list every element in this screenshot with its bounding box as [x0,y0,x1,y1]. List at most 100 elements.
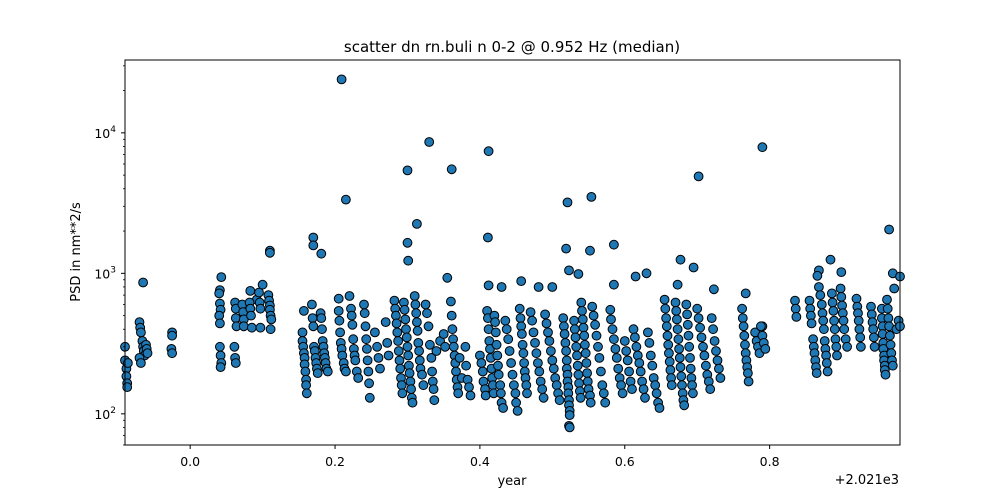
y-tick-label: 102 [94,406,116,422]
data-point [564,265,574,276]
data-point [688,388,698,399]
data-point [420,299,431,310]
data-point [136,327,146,338]
data-point [634,358,645,368]
x-axis-offset-label: +2.021e3 [835,473,899,488]
chart-title: scatter dn rn.buli n 0-2 @ 0.952 Hz (med… [344,38,680,56]
y-axis-ticks: 102 103 104 [94,65,125,446]
data-point [517,339,528,350]
data-point [829,324,840,335]
data-point [397,388,408,399]
data-point [586,192,597,202]
data-point [596,366,606,377]
data-point [454,353,465,363]
data-point [425,339,435,350]
data-point [564,410,575,421]
data-point [123,358,133,368]
data-point [503,334,514,345]
data-point [561,346,571,356]
data-point [346,310,357,321]
data-point [825,254,836,265]
data-point [334,315,345,326]
data-point [587,301,598,312]
data-point [664,348,674,359]
data-point [613,363,624,374]
data-point [575,392,586,403]
data-point [509,380,519,391]
data-point [594,353,605,363]
data-point [600,397,611,408]
data-point [216,272,227,283]
data-point [498,403,509,413]
data-point [447,324,458,335]
data-point [504,346,515,356]
data-point [299,306,309,316]
data-point [811,368,822,379]
data-point [562,197,573,208]
data-point [828,306,839,316]
data-point [519,358,529,368]
data-point [682,319,693,330]
data-point [650,380,661,391]
data-point [692,303,703,314]
data-point [698,341,708,352]
data-point [631,341,642,352]
data-point [547,282,558,292]
data-point [418,380,429,391]
data-point [440,341,451,352]
data-point [537,384,548,395]
data-point [664,356,675,367]
data-point [495,380,506,391]
data-point [372,341,383,352]
data-point [393,346,404,356]
data-point [350,355,361,366]
data-point [682,309,692,320]
data-point [685,353,695,363]
data-point [547,355,558,366]
data-point [790,303,801,314]
data-point [490,327,501,338]
data-point [882,294,892,305]
data-point [461,360,472,371]
data-point [265,324,276,335]
data-point [483,280,494,291]
x-axis-label: year [497,474,527,489]
data-point [348,334,359,345]
data-point [491,339,502,350]
data-point [756,321,766,332]
data-point [483,146,494,157]
data-point [426,353,437,363]
data-point [622,355,633,366]
data-point [842,341,852,352]
data-point [341,194,351,205]
data-point [312,368,323,379]
data-point [582,368,592,379]
data-point [672,324,683,335]
data-point [215,341,225,352]
data-point [362,344,372,354]
data-point [621,346,632,356]
data-point [490,317,501,328]
data-point [672,314,682,325]
data-point [822,366,833,377]
data-point [558,313,569,324]
data-point [868,324,879,335]
data-point [245,286,256,296]
data-point [353,373,364,383]
data-point [333,306,344,316]
data-point [431,346,442,356]
data-point [815,290,826,301]
data-point [630,271,641,282]
data-point [571,341,582,352]
data-point [546,346,556,356]
data-point [511,397,521,408]
data-point [230,313,241,324]
data-point [856,341,866,352]
data-point [515,313,526,324]
data-point [585,397,596,408]
data-point [307,299,317,310]
data-point [493,369,504,380]
data-point [411,308,422,319]
data-point [215,362,226,373]
data-point [322,366,333,377]
